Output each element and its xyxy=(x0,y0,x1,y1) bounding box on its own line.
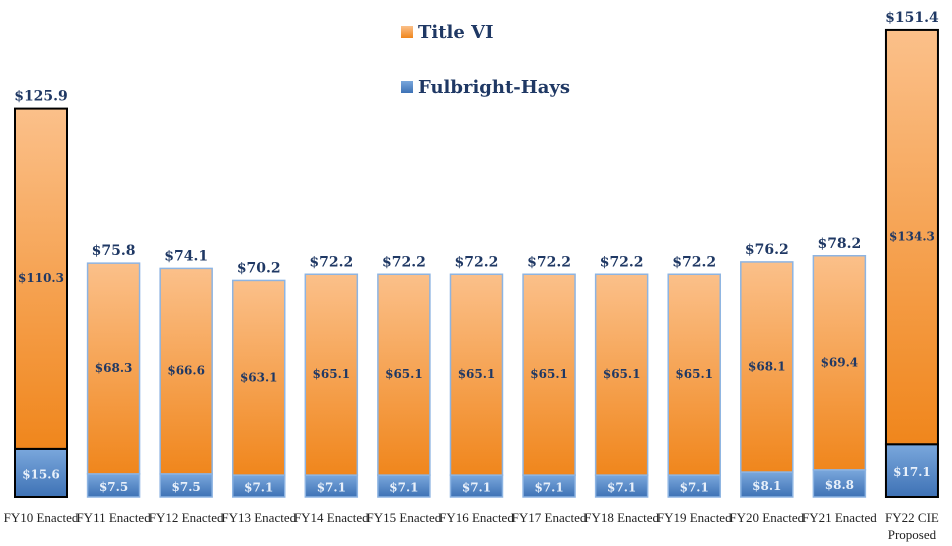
total-label: $74.1 xyxy=(164,248,208,264)
value-label: $65.1 xyxy=(603,367,641,381)
value-label: $7.1 xyxy=(534,481,563,495)
total-label: $151.4 xyxy=(885,10,939,26)
value-label: $65.1 xyxy=(458,367,496,381)
bar-segment xyxy=(884,28,939,446)
x-tick-label: FY11 Enacted xyxy=(76,510,151,525)
legend-swatch xyxy=(401,26,413,38)
value-label: $7.1 xyxy=(462,481,491,495)
x-tick-label: FY14 Enacted xyxy=(293,510,369,525)
bar-segment xyxy=(522,273,576,476)
total-label: $76.2 xyxy=(745,242,789,258)
value-label: $7.5 xyxy=(99,480,128,494)
total-label: $72.2 xyxy=(600,254,644,270)
x-tick-label: FY13 Enacted xyxy=(221,510,297,525)
total-label: $72.2 xyxy=(527,254,571,270)
x-tick-label: FY17 Enacted xyxy=(511,510,587,525)
value-label: $65.1 xyxy=(675,367,713,381)
value-label: $7.1 xyxy=(389,481,418,495)
total-label: $75.8 xyxy=(92,243,136,259)
value-label: $15.6 xyxy=(22,467,60,481)
value-label: $134.3 xyxy=(889,230,935,244)
value-label: $7.1 xyxy=(680,481,709,495)
bar-segment xyxy=(86,262,141,475)
bar-segment xyxy=(449,273,504,476)
value-label: $8.1 xyxy=(752,479,781,493)
value-label: $17.1 xyxy=(893,465,931,479)
bar-segment xyxy=(159,267,213,475)
bar-segment xyxy=(14,447,68,498)
x-tick-label: FY18 Enacted xyxy=(584,510,659,525)
x-tick-label: FY22 CIE Proposed xyxy=(885,510,939,542)
bar-segment xyxy=(377,273,431,476)
total-label: $72.2 xyxy=(382,254,426,270)
value-label: $8.8 xyxy=(825,478,854,492)
bar-segment xyxy=(884,443,939,498)
value-label: $68.1 xyxy=(748,359,786,373)
legend-swatch xyxy=(401,81,413,93)
total-label: $72.2 xyxy=(672,254,716,270)
total-label: $72.2 xyxy=(455,254,499,270)
bar-segment xyxy=(740,471,794,498)
value-label: $7.1 xyxy=(244,481,273,495)
bar-segment xyxy=(812,469,867,498)
value-label: $69.4 xyxy=(821,355,859,369)
value-label: $7.1 xyxy=(607,481,636,495)
value-label: $65.1 xyxy=(385,367,423,381)
total-label: $70.2 xyxy=(237,260,281,276)
value-label: $66.6 xyxy=(167,364,205,378)
value-label: $63.1 xyxy=(240,370,278,384)
x-tick-label: FY10 Enacted xyxy=(3,510,79,525)
bar-segment xyxy=(667,273,721,476)
bar-segment xyxy=(740,261,794,473)
x-tick-label: FY12 Enacted xyxy=(148,510,224,525)
value-label: $7.5 xyxy=(172,480,201,494)
bar-segment xyxy=(304,273,359,476)
value-label: $7.1 xyxy=(317,481,346,495)
total-label: $78.2 xyxy=(817,236,861,252)
x-tick-label: FY20 Enacted xyxy=(729,510,805,525)
value-label: $65.1 xyxy=(313,367,351,381)
value-label: $65.1 xyxy=(530,367,568,381)
total-label: $125.9 xyxy=(14,89,68,105)
x-tick-label: FY16 Enacted xyxy=(439,510,514,525)
x-tick-label: FY21 Enacted xyxy=(802,510,877,525)
legend-label: Fulbright-Hays xyxy=(418,77,570,98)
value-label: $110.3 xyxy=(18,271,64,285)
bar-segment xyxy=(14,107,68,450)
bar-segment xyxy=(594,273,649,476)
x-tick-label: FY15 Enacted xyxy=(366,510,442,525)
x-tick-label: FY19 Enacted xyxy=(656,510,732,525)
bar-segment xyxy=(812,255,867,471)
legend-label: Title VI xyxy=(418,22,494,43)
bar-segment xyxy=(231,279,286,476)
total-label: $72.2 xyxy=(309,254,353,270)
value-label: $68.3 xyxy=(95,361,133,375)
